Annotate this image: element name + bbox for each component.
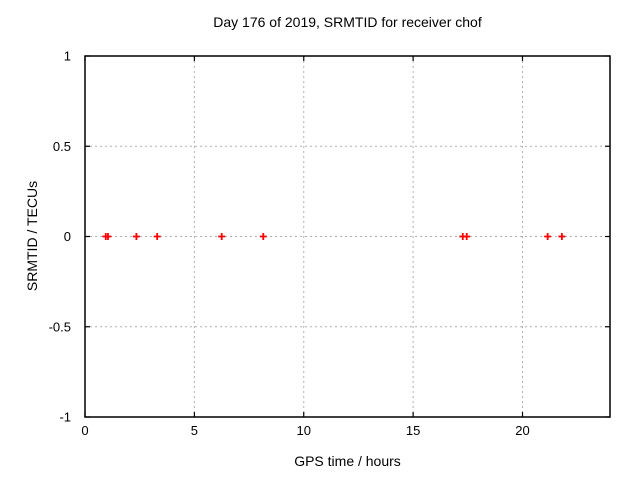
- data-point-marker: [104, 233, 112, 240]
- data-point-marker: [259, 233, 267, 240]
- data-point-marker: [153, 233, 161, 240]
- x-tick-label: 15: [406, 423, 420, 438]
- x-tick-label: 5: [191, 423, 198, 438]
- x-tick-label: 10: [297, 423, 311, 438]
- y-tick-label: 0: [64, 229, 71, 244]
- x-axis-label: GPS time / hours: [294, 453, 401, 469]
- x-tick-label: 0: [81, 423, 88, 438]
- plot-border: [84, 55, 611, 418]
- data-point-marker: [558, 233, 566, 240]
- data-point-marker: [463, 233, 471, 240]
- data-point-marker: [544, 233, 552, 240]
- data-point-marker: [218, 233, 226, 240]
- y-axis-label: SRMTID / TECUs: [24, 180, 40, 292]
- x-tick-label: 20: [515, 423, 529, 438]
- y-tick-label: -1: [59, 410, 71, 425]
- y-tick-label: 1: [64, 49, 71, 64]
- y-tick-label: 0.5: [53, 139, 71, 154]
- chart-title: Day 176 of 2019, SRMTID for receiver cho…: [213, 14, 482, 30]
- data-point-marker: [132, 233, 140, 240]
- y-tick-label: -0.5: [49, 319, 71, 334]
